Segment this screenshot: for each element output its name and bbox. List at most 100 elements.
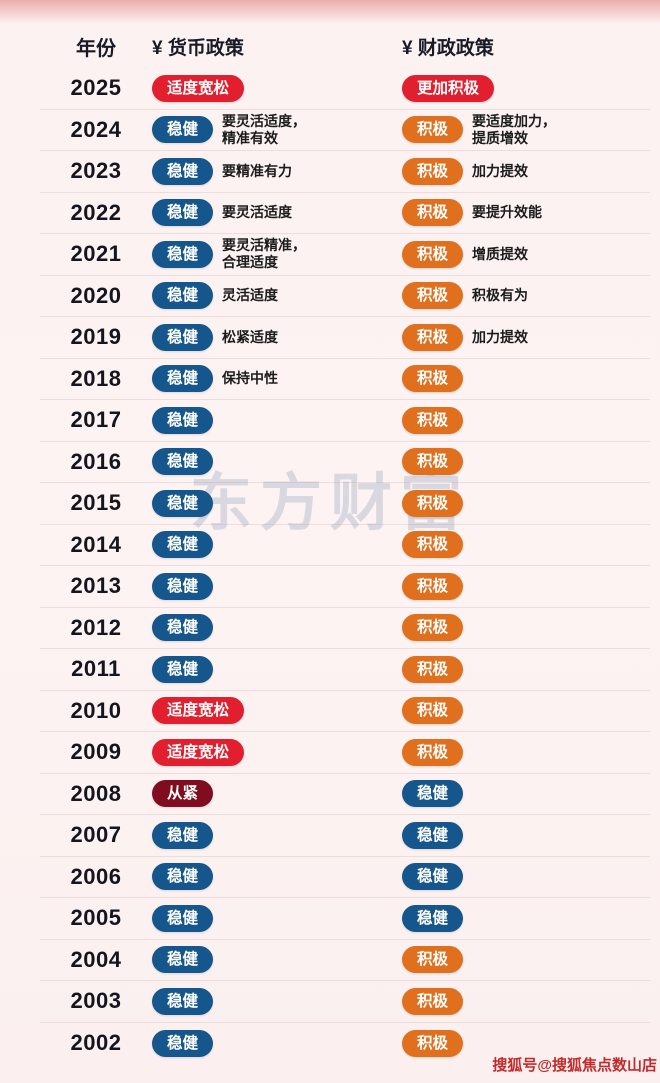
fiscal-policy-cell: 更加积极 — [402, 72, 650, 105]
fiscal-policy-badge: 积极 — [402, 489, 464, 517]
fiscal-policy-badge: 积极 — [402, 448, 464, 476]
table-row: 2016 稳健 积极 — [40, 442, 650, 483]
monetary-policy-cell: 稳健 — [152, 1027, 402, 1060]
table-row: 2003 稳健 积极 — [40, 981, 650, 1023]
fiscal-policy-cell: 积极 — [402, 404, 650, 437]
monetary-policy-cell: 稳健 松紧适度 — [152, 321, 402, 354]
table-row: 2025 适度宽松 更加积极 — [40, 68, 650, 110]
year-label: 2008 — [70, 780, 122, 806]
monetary-policy-cell: 稳健 — [152, 860, 402, 893]
table-row: 2012 稳健 积极 — [40, 608, 650, 649]
monetary-policy-cell: 稳健 — [152, 404, 402, 437]
fiscal-policy-cell: 积极 要提升效能 — [402, 196, 650, 229]
fiscal-policy-note: 积极有为 — [472, 287, 529, 304]
table-row: 2024 稳健 要灵活适度， 精准有效 积极 要适度加力， 提质增效 — [40, 110, 650, 151]
fiscal-policy-cell: 积极 加力提效 — [402, 155, 650, 188]
fiscal-policy-badge: 积极 — [402, 365, 464, 393]
fiscal-policy-cell: 积极 — [402, 943, 650, 976]
monetary-policy-badge: 稳健 — [152, 531, 214, 559]
table-row: 2014 稳健 积极 — [40, 525, 650, 566]
monetary-policy-cell: 稳健 — [152, 487, 402, 520]
table-row: 2002 稳健 积极 — [40, 1023, 650, 1065]
monetary-policy-cell: 稳健 — [152, 902, 402, 935]
monetary-policy-badge: 稳健 — [152, 448, 214, 476]
fiscal-policy-cell: 积极 积极有为 — [402, 279, 650, 312]
monetary-policy-badge: 稳健 — [152, 821, 214, 849]
monetary-policy-badge: 稳健 — [152, 157, 214, 185]
fiscal-policy-cell: 积极 — [402, 611, 650, 644]
monetary-policy-cell: 稳健 — [152, 445, 402, 478]
table-row: 2019 稳健 松紧适度 积极 加力提效 — [40, 317, 650, 359]
year-label: 2025 — [70, 75, 122, 101]
monetary-policy-cell: 稳健 要灵活精准， 合理适度 — [152, 234, 402, 274]
fiscal-policy-badge: 稳健 — [402, 904, 464, 932]
table-row: 2008 从紧 稳健 — [40, 774, 650, 815]
monetary-policy-badge: 稳健 — [152, 199, 214, 227]
monetary-policy-badge: 稳健 — [152, 489, 214, 517]
monetary-policy-badge: 稳健 — [152, 614, 214, 642]
header-monetary-policy: ¥ 货币政策 — [152, 37, 244, 59]
monetary-policy-note: 要灵活适度， 精准有效 — [222, 112, 307, 146]
fiscal-policy-cell: 积极 — [402, 362, 650, 395]
fiscal-policy-badge: 积极 — [402, 199, 464, 227]
table-row: 2020 稳健 灵活适度 积极 积极有为 — [40, 276, 650, 317]
fiscal-policy-badge: 积极 — [402, 697, 464, 725]
year-label: 2024 — [70, 116, 122, 142]
fiscal-policy-cell: 稳健 — [402, 860, 650, 893]
year-label: 2011 — [71, 656, 121, 682]
fiscal-policy-cell: 积极 — [402, 570, 650, 603]
year-label: 2023 — [70, 158, 122, 184]
year-label: 2002 — [70, 1030, 122, 1056]
monetary-policy-note: 要灵活适度 — [222, 204, 293, 221]
monetary-policy-cell: 稳健 — [152, 819, 402, 852]
monetary-policy-cell: 稳健 保持中性 — [152, 362, 402, 395]
fiscal-policy-badge: 稳健 — [402, 863, 464, 891]
fiscal-policy-badge: 积极 — [402, 323, 464, 351]
watermark-sohu: 搜狐号@搜狐焦点数山店 — [492, 1057, 657, 1074]
fiscal-policy-cell: 积极 — [402, 528, 650, 561]
table-row: 2023 稳健 要精准有力 积极 加力提效 — [40, 151, 650, 193]
year-label: 2005 — [70, 905, 122, 931]
fiscal-policy-cell: 积极 — [402, 1027, 650, 1060]
table-row: 2009 适度宽松 积极 — [40, 732, 650, 774]
year-label: 2012 — [70, 614, 122, 640]
monetary-policy-cell: 适度宽松 — [152, 736, 402, 769]
table-row: 2022 稳健 要灵活适度 积极 要提升效能 — [40, 193, 650, 234]
fiscal-policy-cell: 积极 增质提效 — [402, 238, 650, 271]
year-label: 2019 — [70, 324, 122, 350]
monetary-policy-badge: 稳健 — [152, 987, 214, 1015]
monetary-policy-cell: 稳健 要精准有力 — [152, 155, 402, 188]
monetary-policy-badge: 稳健 — [152, 863, 214, 891]
fiscal-policy-badge: 积极 — [402, 572, 464, 600]
monetary-policy-badge: 稳健 — [152, 1029, 214, 1057]
year-label: 2022 — [70, 199, 122, 225]
year-label: 2004 — [70, 946, 122, 972]
monetary-policy-badge: 稳健 — [152, 904, 214, 932]
monetary-policy-badge: 稳健 — [152, 240, 214, 268]
monetary-policy-badge: 适度宽松 — [152, 697, 245, 725]
fiscal-policy-badge: 积极 — [402, 987, 464, 1015]
monetary-policy-cell: 稳健 要灵活适度， 精准有效 — [152, 110, 402, 150]
monetary-policy-badge: 稳健 — [152, 323, 214, 351]
fiscal-policy-badge: 积极 — [402, 1029, 464, 1057]
monetary-policy-badge: 稳健 — [152, 282, 214, 310]
table-row: 2021 稳健 要灵活精准， 合理适度 积极 增质提效 — [40, 234, 650, 276]
fiscal-policy-badge: 更加积极 — [402, 74, 495, 102]
fiscal-policy-cell: 积极 — [402, 653, 650, 686]
fiscal-policy-cell: 积极 要适度加力， 提质增效 — [402, 110, 650, 150]
year-label: 2014 — [70, 531, 122, 557]
monetary-policy-cell: 稳健 灵活适度 — [152, 279, 402, 312]
year-label: 2018 — [70, 365, 122, 391]
monetary-policy-cell: 稳健 — [152, 611, 402, 644]
fiscal-policy-badge: 稳健 — [402, 821, 464, 849]
fiscal-policy-cell: 稳健 — [402, 819, 650, 852]
monetary-policy-cell: 从紧 — [152, 777, 402, 810]
monetary-policy-badge: 稳健 — [152, 365, 214, 393]
fiscal-policy-badge: 积极 — [402, 406, 464, 434]
fiscal-policy-badge: 积极 — [402, 282, 464, 310]
fiscal-policy-badge: 稳健 — [402, 780, 464, 808]
fiscal-policy-badge: 积极 — [402, 240, 464, 268]
fiscal-policy-note: 要提升效能 — [472, 204, 543, 221]
monetary-policy-note: 保持中性 — [222, 370, 279, 387]
